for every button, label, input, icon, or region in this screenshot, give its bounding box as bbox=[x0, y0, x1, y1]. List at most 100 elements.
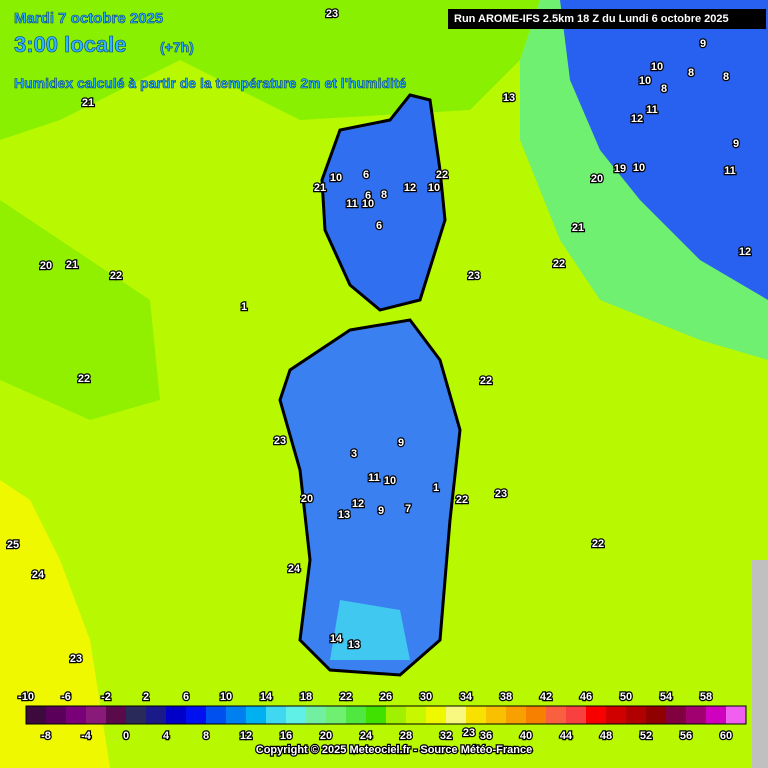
legend-label: 42 bbox=[540, 691, 552, 703]
legend-swatch bbox=[286, 706, 306, 724]
contour-label: 12 bbox=[352, 498, 364, 510]
legend-label: 24 bbox=[360, 730, 373, 742]
legend-label: 44 bbox=[560, 730, 573, 742]
description: Humidex calculé à partir de la températu… bbox=[14, 75, 407, 91]
contour-label: 6 bbox=[376, 220, 382, 232]
contour-label: 8 bbox=[661, 83, 667, 95]
legend-label: 34 bbox=[460, 691, 473, 703]
contour-label: 22 bbox=[456, 494, 468, 506]
legend-swatch bbox=[26, 706, 46, 724]
contour-label: 21 bbox=[66, 259, 78, 271]
contour-label: 10 bbox=[384, 475, 396, 487]
legend-label: 4 bbox=[163, 730, 170, 742]
legend-label: 50 bbox=[620, 691, 632, 703]
contour-label: 10 bbox=[330, 172, 342, 184]
contour-label: 10 bbox=[362, 198, 374, 210]
run-info: Run AROME-IFS 2.5km 18 Z du Lundi 6 octo… bbox=[454, 13, 729, 25]
legend-swatch bbox=[266, 706, 286, 724]
legend-swatch bbox=[186, 706, 206, 724]
contour-label: 11 bbox=[646, 104, 658, 116]
legend-label: 2 bbox=[143, 691, 149, 703]
contour-label: 13 bbox=[338, 509, 350, 521]
contour-label: 19 bbox=[614, 163, 626, 175]
legend-swatch bbox=[206, 706, 226, 724]
legend-label: 18 bbox=[300, 691, 312, 703]
legend-label: 52 bbox=[640, 730, 652, 742]
legend-swatch bbox=[346, 706, 366, 724]
contour-label: 23 bbox=[326, 8, 338, 20]
contour-label: 13 bbox=[348, 639, 360, 651]
contour-label: 23 bbox=[70, 653, 82, 665]
legend-swatch bbox=[666, 706, 686, 724]
legend-swatch bbox=[306, 706, 326, 724]
contour-label: 10 bbox=[633, 162, 645, 174]
legend-swatch bbox=[146, 706, 166, 724]
legend-swatch bbox=[166, 706, 186, 724]
legend-swatch bbox=[506, 706, 526, 724]
legend-label: 32 bbox=[440, 730, 452, 742]
legend-swatch bbox=[366, 706, 386, 724]
contour-label: 11 bbox=[724, 165, 736, 177]
contour-label: 20 bbox=[301, 493, 313, 505]
contour-label: 21 bbox=[314, 182, 326, 194]
contour-label: 12 bbox=[739, 246, 751, 258]
legend-swatch bbox=[606, 706, 626, 724]
land-area bbox=[330, 600, 410, 660]
legend-swatch bbox=[386, 706, 406, 724]
legend-swatch bbox=[726, 706, 746, 724]
run-box bbox=[448, 9, 766, 29]
legend-swatch bbox=[66, 706, 86, 724]
contour-label: 11 bbox=[346, 198, 358, 210]
contour-label: 21 bbox=[82, 97, 94, 109]
contour-label: 6 bbox=[365, 190, 371, 202]
contour-label: 1 bbox=[241, 301, 247, 313]
legend-label: 48 bbox=[600, 730, 612, 742]
contour-label: 23 bbox=[463, 727, 475, 739]
legend-swatch bbox=[686, 706, 706, 724]
contour-label: 12 bbox=[404, 182, 416, 194]
legend-swatch bbox=[106, 706, 126, 724]
contour-label: 22 bbox=[436, 169, 448, 181]
contour-label: 20 bbox=[591, 173, 603, 185]
legend-label: -8 bbox=[41, 730, 51, 742]
legend-label: 16 bbox=[280, 730, 292, 742]
contour-label: 12 bbox=[631, 113, 643, 125]
contour-label: 6 bbox=[363, 169, 369, 181]
contour-label: 10 bbox=[639, 75, 651, 87]
legend-label: 10 bbox=[220, 691, 232, 703]
legend-label: -10 bbox=[18, 691, 34, 703]
legend-label: 54 bbox=[660, 691, 673, 703]
legend-label: 0 bbox=[123, 730, 129, 742]
legend-label: 58 bbox=[700, 691, 712, 703]
contour-label: 22 bbox=[78, 373, 90, 385]
legend-swatch bbox=[466, 706, 486, 724]
contour-label: 25 bbox=[7, 539, 19, 551]
contour-label: 24 bbox=[32, 569, 45, 581]
legend-label: -6 bbox=[61, 691, 71, 703]
legend-label: -4 bbox=[81, 730, 92, 742]
contour-label: 22 bbox=[110, 270, 122, 282]
contour-label: 9 bbox=[733, 138, 739, 150]
legend-swatch bbox=[46, 706, 66, 724]
contour-label: 10 bbox=[651, 61, 663, 73]
sea-area bbox=[0, 480, 110, 768]
legend-label: -2 bbox=[101, 691, 111, 703]
legend-swatch bbox=[486, 706, 506, 724]
legend-swatch bbox=[526, 706, 546, 724]
offset: (+7h) bbox=[160, 39, 194, 55]
contour-label: 9 bbox=[700, 38, 706, 50]
contour-label: 8 bbox=[688, 67, 694, 79]
legend-label: 14 bbox=[260, 691, 273, 703]
legend-swatch bbox=[326, 706, 346, 724]
contour-label: 14 bbox=[330, 633, 343, 645]
legend-label: 12 bbox=[240, 730, 252, 742]
contour-label: 13 bbox=[503, 92, 515, 104]
contour-label: 23 bbox=[495, 488, 507, 500]
contour-label: 22 bbox=[553, 258, 565, 270]
legend-label: 8 bbox=[203, 730, 209, 742]
legend-frame bbox=[25, 705, 747, 725]
contour-label: 7 bbox=[405, 503, 411, 515]
legend-label: 22 bbox=[340, 691, 352, 703]
legend-swatch bbox=[706, 706, 726, 724]
legend-label: 46 bbox=[580, 691, 592, 703]
